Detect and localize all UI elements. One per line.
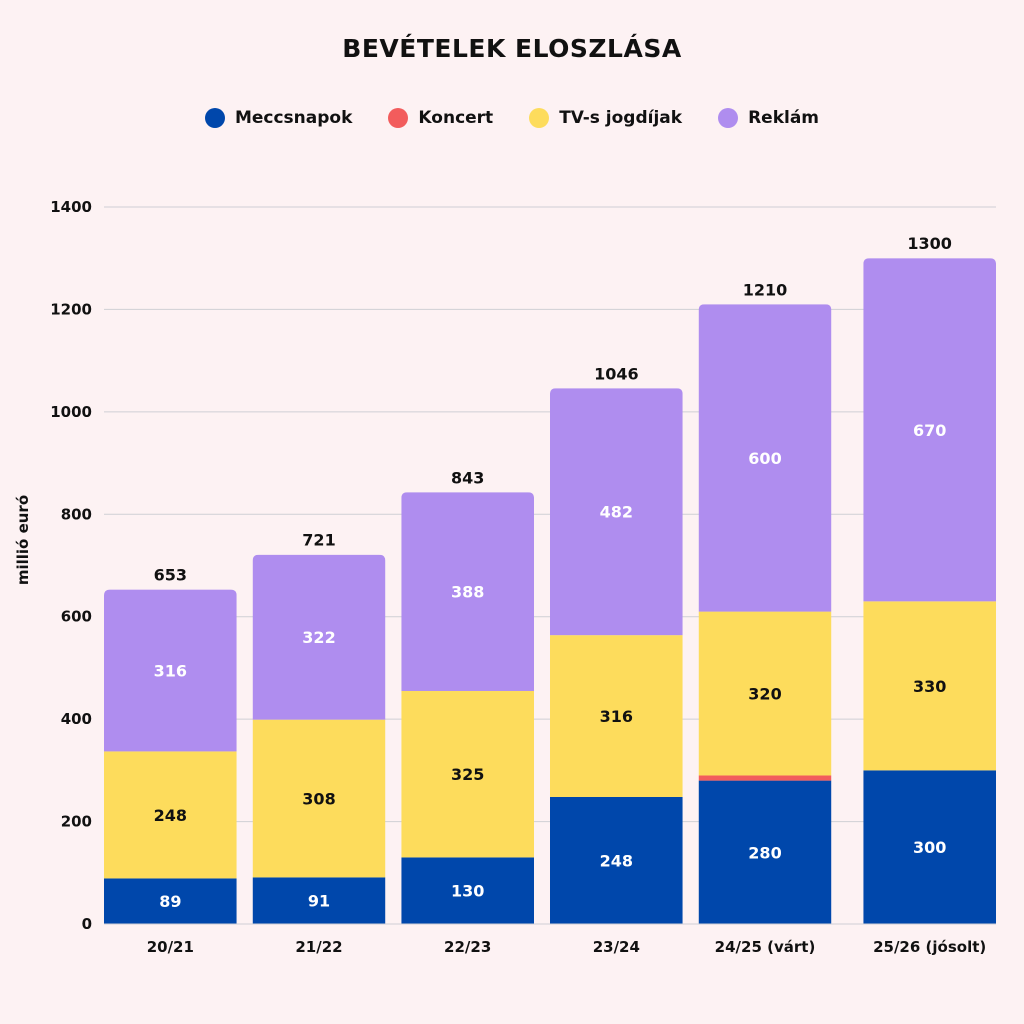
legend-item-meccsnapok: Meccsnapok <box>204 108 353 128</box>
y-tick-label-800: 800 <box>61 505 92 523</box>
bar-segment-rekl-m-20-21 <box>104 589 237 752</box>
bar-segment-meccsnapok-22-23 <box>401 857 534 924</box>
y-tick-label-400: 400 <box>61 710 92 728</box>
bar-segment-tv-s-jogd-jak-20-21 <box>104 751 237 879</box>
bar-segment-rekl-m-24-25-v-rt <box>698 304 832 612</box>
bar-segment-meccsnapok-21-22 <box>252 877 386 924</box>
data-label-meccsnapok-22-23: 130 <box>451 882 484 901</box>
data-label-meccsnapok-23-24: 248 <box>600 851 633 870</box>
bar-segment-tv-s-jogd-jak-22-23 <box>401 690 534 858</box>
legend-swatch-tv-jogdijak <box>529 108 550 128</box>
total-label-23-24: 1046 <box>594 364 639 383</box>
legend-label-meccsnapok: Meccsnapok <box>234 108 353 128</box>
x-tick-label-20-21: 20/21 <box>147 938 194 956</box>
y-tick-label-1400: 1400 <box>50 198 92 216</box>
bar-segment-tv-s-jogd-jak-21-22 <box>252 719 386 878</box>
data-label-rekl-m-23-24: 482 <box>600 503 633 522</box>
bar-segment-rekl-m-21-22 <box>252 554 386 720</box>
data-label-rekl-m-25-26-j-solt: 670 <box>913 421 946 440</box>
bar-segment-rekl-m-23-24 <box>550 388 683 636</box>
data-label-tv-s-jogd-jak-20-21: 248 <box>154 806 187 825</box>
x-tick-label-22-23: 22/23 <box>444 938 491 956</box>
legend-item-reklam: Reklám <box>718 108 819 128</box>
x-tick-label-23-24: 23/24 <box>593 938 640 956</box>
bar-segment-meccsnapok-20-21 <box>104 878 237 924</box>
data-label-meccsnapok-20-21: 89 <box>159 892 181 911</box>
bar-segment-meccsnapok-25-26-j-solt <box>863 770 996 924</box>
legend-swatch-reklam <box>718 108 739 128</box>
y-tick-label-1000: 1000 <box>50 403 92 421</box>
data-label-meccsnapok-25-26-j-solt: 300 <box>913 838 946 857</box>
total-label-24-25-v-rt: 1210 <box>743 280 788 299</box>
legend-swatch-koncert <box>388 108 409 128</box>
x-tick-label-25-26-j-solt: 25/26 (jósolt) <box>873 938 986 956</box>
data-label-tv-s-jogd-jak-24-25-v-rt: 320 <box>748 685 781 704</box>
x-tick-label-21-22: 21/22 <box>295 938 342 956</box>
total-label-25-26-j-solt: 1300 <box>907 234 952 253</box>
y-tick-label-600: 600 <box>61 608 92 626</box>
bar-segment-meccsnapok-23-24 <box>550 796 683 924</box>
data-label-meccsnapok-24-25-v-rt: 280 <box>748 843 781 862</box>
legend-item-koncert: Koncert <box>388 108 493 128</box>
y-tick-label-1200: 1200 <box>50 300 92 318</box>
legend-item-tv-jogdijak: TV-s jogdíjak <box>529 108 682 128</box>
data-label-tv-s-jogd-jak-21-22: 308 <box>302 790 335 809</box>
data-label-meccsnapok-21-22: 91 <box>308 892 330 911</box>
bar-segment-tv-s-jogd-jak-25-26-j-solt <box>863 601 996 771</box>
x-tick-label-24-25-v-rt: 24/25 (várt) <box>715 938 816 956</box>
data-label-tv-s-jogd-jak-23-24: 316 <box>600 707 633 726</box>
y-tick-label-0: 0 <box>82 915 92 933</box>
bar-segment-rekl-m-22-23 <box>401 492 534 691</box>
bar-segment-koncert-24-25-v-rt <box>698 775 832 781</box>
legend-swatch-meccsnapok <box>204 108 225 128</box>
data-label-tv-s-jogd-jak-25-26-j-solt: 330 <box>913 677 946 696</box>
legend: Meccsnapok Koncert TV-s jogdíjak Reklám <box>0 108 1024 128</box>
total-label-21-22: 721 <box>302 531 335 550</box>
bar-segment-tv-s-jogd-jak-24-25-v-rt <box>698 611 832 776</box>
legend-label-koncert: Koncert <box>418 108 494 128</box>
bar-segment-meccsnapok-24-25-v-rt <box>698 780 832 924</box>
total-label-20-21: 653 <box>154 566 187 585</box>
total-label-22-23: 843 <box>451 468 484 487</box>
data-label-tv-s-jogd-jak-22-23: 325 <box>451 765 484 784</box>
legend-label-tv-jogdijak: TV-s jogdíjak <box>559 108 683 128</box>
y-tick-label-200: 200 <box>61 813 92 831</box>
chart-title: BEVÉTELEK ELOSZLÁSA <box>342 34 682 63</box>
data-label-rekl-m-22-23: 388 <box>451 583 484 602</box>
y-axis-label: millió euró <box>14 495 32 585</box>
bar-segment-rekl-m-25-26-j-solt <box>863 258 996 602</box>
legend-label-reklam: Reklám <box>748 108 820 128</box>
data-label-rekl-m-20-21: 316 <box>154 661 187 680</box>
data-label-rekl-m-21-22: 322 <box>302 628 335 647</box>
data-label-rekl-m-24-25-v-rt: 600 <box>748 449 781 468</box>
bar-segment-tv-s-jogd-jak-23-24 <box>550 635 683 797</box>
